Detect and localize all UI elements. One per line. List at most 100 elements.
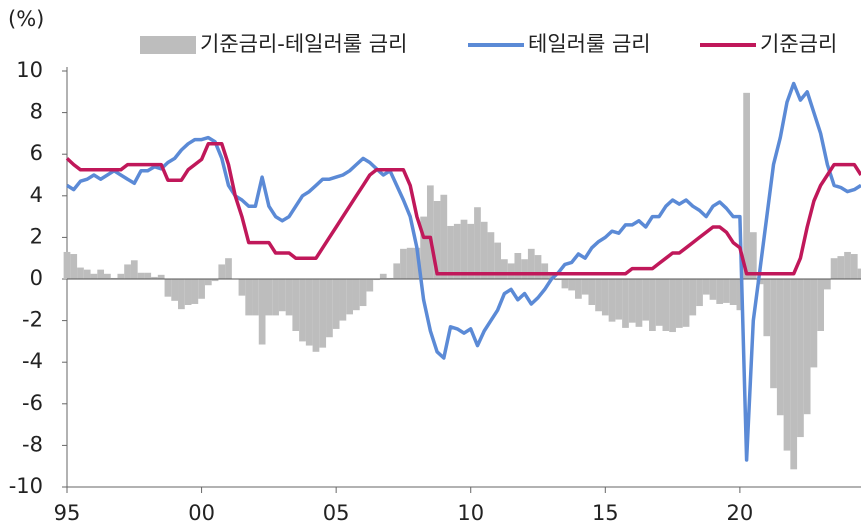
gap-bar [144, 272, 152, 279]
y-tick-label: 8 [30, 100, 43, 124]
y-tick-label: 2 [30, 224, 43, 248]
gap-bar [669, 279, 676, 333]
gap-bar [77, 267, 84, 279]
gap-bar [534, 255, 542, 279]
gap-bar [716, 279, 724, 304]
gap-bar [844, 251, 851, 279]
gap-bar [460, 219, 468, 279]
gap-bar [285, 279, 293, 316]
gap-bar [426, 185, 434, 279]
gap-bar [70, 254, 78, 279]
gap-bar [299, 279, 306, 342]
gap-bar [649, 279, 656, 331]
gap-bar [830, 258, 838, 279]
gap-bar [743, 92, 750, 279]
legend-swatch [140, 36, 196, 54]
gap-bar [507, 263, 515, 279]
gap-bar [588, 279, 596, 305]
gap-bar [850, 254, 858, 279]
gap-bar [124, 264, 131, 279]
gap-bar [400, 248, 407, 279]
gap-bar [776, 279, 784, 416]
gap-bar [561, 279, 569, 289]
gap-bar [83, 269, 91, 279]
gap-bar [608, 279, 616, 322]
gap-bar [157, 274, 165, 279]
gap-bar [480, 221, 488, 279]
gap-bar [823, 279, 831, 290]
gap-bar [191, 279, 199, 304]
gap-bar [218, 264, 226, 279]
gap-bar [238, 279, 246, 296]
gap-bar [723, 279, 730, 303]
gap-bar [204, 279, 212, 286]
gap-bar [655, 279, 663, 326]
gap-bar [171, 279, 179, 301]
gap-bar [225, 258, 232, 279]
gap-bar [305, 279, 313, 346]
x-tick-label: 05 [323, 501, 350, 525]
gap-bar [595, 279, 602, 312]
gap-bar [110, 277, 118, 279]
gap-bar [211, 279, 219, 282]
gap-bar [837, 256, 845, 279]
gap-bar [729, 279, 737, 305]
gap-bar [568, 279, 576, 291]
gap-bar [198, 279, 205, 299]
y-tick-label: -10 [9, 474, 43, 498]
gap-bar [702, 279, 710, 295]
gap-bar [803, 279, 811, 415]
gap-bar [494, 242, 502, 279]
gap-bar [615, 279, 623, 320]
gap-bar [359, 279, 367, 307]
gap-bar [541, 263, 549, 279]
gap-bar [601, 279, 609, 316]
y-tick-label: -6 [22, 391, 43, 415]
x-tick-label: 20 [727, 501, 754, 525]
gap-bar [137, 272, 145, 279]
gap-bar [770, 279, 777, 389]
y-tick-label: -4 [22, 349, 43, 373]
legend-label: 기준금리 [760, 32, 837, 56]
gap-bar [97, 269, 105, 279]
x-tick-label: 00 [188, 501, 215, 525]
gap-bar [406, 247, 414, 279]
gap-bar [763, 279, 771, 337]
y-tick-label: -2 [22, 308, 43, 332]
gap-bar [642, 279, 650, 321]
gap-bar [346, 279, 353, 315]
gap-bar [554, 279, 562, 281]
gap-bar [749, 232, 757, 279]
x-tick-label: 15 [592, 501, 619, 525]
gap-bar [184, 279, 192, 305]
gap-bar [265, 279, 273, 316]
gap-bar [662, 279, 670, 331]
gap-bar [379, 273, 387, 279]
gap-bar [675, 279, 683, 328]
gap-bar [278, 279, 286, 312]
gap-bar [474, 207, 481, 279]
gap-bar [292, 279, 300, 331]
gap-bar [420, 216, 427, 279]
gap-bar [90, 273, 98, 279]
gap-bar [797, 279, 804, 438]
gap-bar [628, 279, 636, 323]
gap-bar [514, 253, 522, 279]
gap-bar [326, 279, 333, 338]
gap-bar [447, 225, 454, 279]
gap-bar [521, 259, 528, 279]
gap-bar [440, 194, 448, 279]
legend-label: 기준금리-테일러룰 금리 [200, 32, 407, 56]
y-tick-label: -8 [22, 432, 43, 456]
y-tick-label: 6 [30, 141, 43, 165]
gap-bar [332, 279, 340, 329]
gap-bar [252, 279, 259, 316]
y-tick-label: 4 [30, 183, 43, 207]
gap-bar [581, 279, 589, 295]
gap-bar [272, 279, 279, 316]
gap-bar [857, 268, 861, 279]
gap-bar [164, 279, 172, 297]
gap-bar [312, 279, 320, 352]
gap-bar [386, 277, 394, 279]
